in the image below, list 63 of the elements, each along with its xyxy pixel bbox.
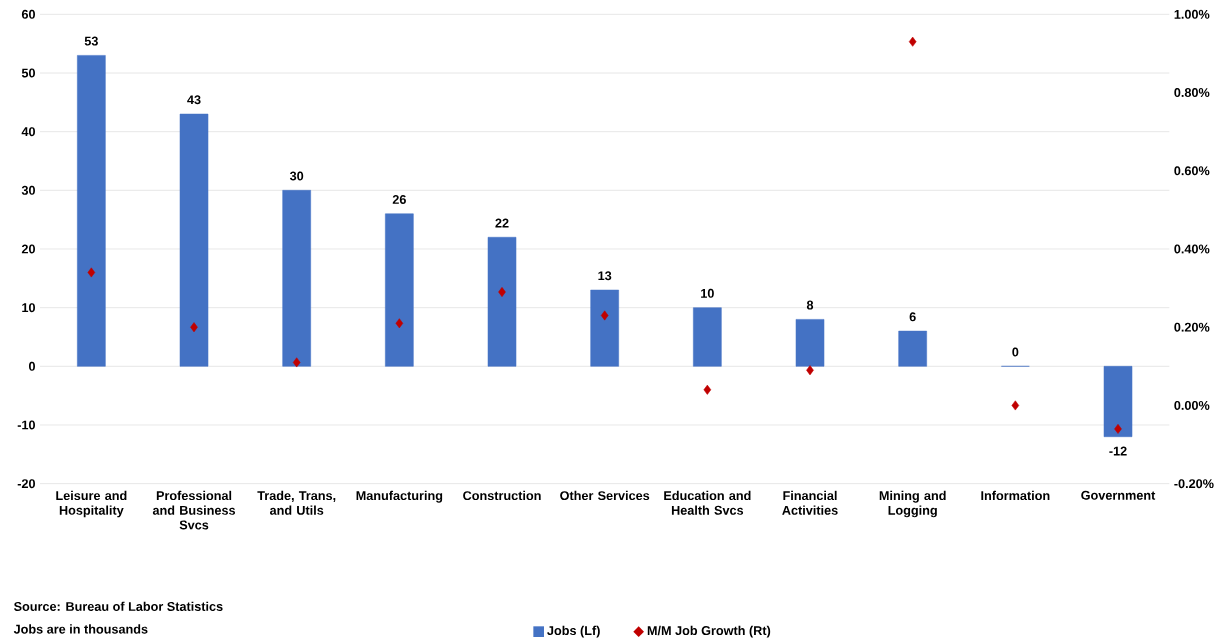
point xyxy=(87,267,96,278)
point xyxy=(292,357,301,368)
y-tick-label: 0 xyxy=(28,361,35,371)
x-tick-label: Information xyxy=(981,490,1050,501)
bar xyxy=(179,113,209,367)
point xyxy=(1011,400,1020,411)
x-tick-label: Mining and Logging xyxy=(879,490,946,518)
point xyxy=(498,287,506,297)
y2-tick-label: -0.20% xyxy=(1174,479,1214,489)
bar xyxy=(898,330,927,367)
point xyxy=(908,36,917,47)
x-tick-label: Leisure and Hospitality xyxy=(56,490,127,518)
x-tick-label: Government xyxy=(1081,490,1156,500)
y-tick-label: -20 xyxy=(17,479,35,489)
point xyxy=(703,384,712,395)
y2-tick-label: 1.00% xyxy=(1174,9,1210,19)
data-label: 0 xyxy=(1012,347,1019,357)
y-tick-label: -10 xyxy=(17,420,35,430)
x-tick-label: Professional and Business Svcs xyxy=(152,490,236,530)
point xyxy=(395,318,404,329)
y-tick-label: 30 xyxy=(21,185,35,195)
y-tick-label: 20 xyxy=(21,244,35,254)
data-label: 53 xyxy=(84,36,98,46)
point xyxy=(600,310,609,321)
y2-tick-label: 0.40% xyxy=(1174,244,1210,254)
data-label: 10 xyxy=(701,288,714,298)
bar xyxy=(487,236,517,367)
bar xyxy=(282,190,311,367)
bar xyxy=(795,319,825,367)
y2-tick-label: 0.60% xyxy=(1174,166,1210,176)
data-label: -12 xyxy=(1109,446,1127,456)
data-label: 8 xyxy=(806,300,814,310)
bar xyxy=(590,289,619,367)
legend-label: Jobs (Lf) xyxy=(547,625,600,638)
data-label: 30 xyxy=(289,171,304,181)
bar xyxy=(385,213,414,367)
x-tick-label: Construction xyxy=(463,490,541,501)
legend-label: M/M Job Growth (Rt) xyxy=(647,625,771,638)
x-tick-label: Other Services xyxy=(560,490,650,501)
x-tick-label: Financial Activities xyxy=(782,490,838,515)
y2-tick-label: 0.80% xyxy=(1174,88,1210,98)
y-tick-label: 40 xyxy=(21,127,35,137)
bar xyxy=(693,307,722,367)
bar xyxy=(1103,366,1133,437)
y-tick-label: 50 xyxy=(21,68,35,78)
data-label: 22 xyxy=(495,218,509,228)
point xyxy=(190,322,198,333)
x-tick-label: Manufacturing xyxy=(356,490,443,503)
bar xyxy=(77,55,106,367)
y-tick-label: 10 xyxy=(22,303,35,313)
y-tick-label: 60 xyxy=(21,9,35,19)
source-note: Source: Bureau of Labor Statistics xyxy=(13,601,223,611)
data-label: 13 xyxy=(598,271,612,281)
text: Jobs are in thousands xyxy=(13,624,148,634)
y2-tick-label: 0.00% xyxy=(1174,400,1210,410)
y2-tick-label: 0.20% xyxy=(1174,322,1210,332)
point xyxy=(806,365,814,376)
data-label: 26 xyxy=(392,195,406,204)
data-label: 6 xyxy=(909,312,916,322)
x-tick-label: Trade, Trans, and Utils xyxy=(257,490,336,515)
x-tick-label: Education and Health Svcs xyxy=(664,490,751,515)
data-label: 43 xyxy=(187,95,201,105)
point xyxy=(1114,423,1122,434)
